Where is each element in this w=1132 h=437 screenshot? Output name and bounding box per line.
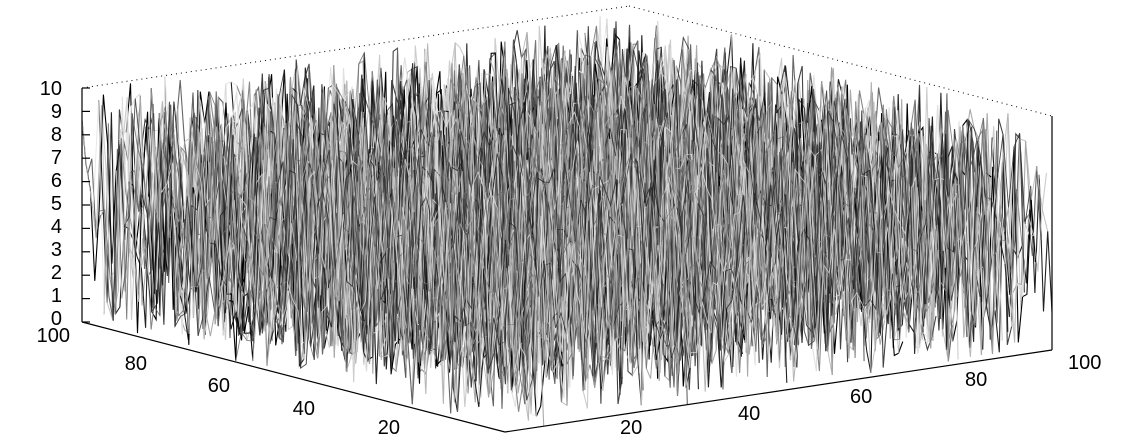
y-axis-line bbox=[81, 321, 506, 433]
mesh-line bbox=[491, 138, 1040, 418]
x-tick-label: 80 bbox=[965, 369, 987, 391]
z-axis: 0 1 2 3 4 5 6 7 8 9 10 bbox=[40, 78, 62, 330]
mesh-surface bbox=[81, 15, 1053, 426]
y-tick-label: 60 bbox=[208, 375, 230, 397]
mesh-line bbox=[500, 138, 1049, 421]
y-tick-label: 40 bbox=[293, 398, 315, 420]
axes-box bbox=[81, 5, 1053, 433]
z-tick-label: 0 bbox=[51, 308, 62, 330]
x-axis-line bbox=[504, 349, 1053, 433]
box-top-edge bbox=[81, 5, 630, 89]
z-tick-label: 2 bbox=[51, 262, 62, 284]
y-axis: 100 80 60 40 20 bbox=[37, 325, 400, 437]
z-tick-label: 9 bbox=[51, 101, 62, 123]
z-tick-label: 1 bbox=[51, 285, 62, 307]
x-tick-label: 40 bbox=[738, 403, 760, 425]
z-tick-label: 4 bbox=[51, 216, 62, 238]
mesh-line bbox=[449, 118, 997, 401]
y-tick-label: 80 bbox=[125, 353, 147, 375]
z-tick-label: 8 bbox=[51, 124, 62, 146]
x-tick-label: 60 bbox=[850, 386, 872, 408]
x-tick-label: 20 bbox=[620, 417, 642, 437]
mesh-line bbox=[295, 67, 844, 362]
z-tick-label: 10 bbox=[40, 78, 62, 100]
z-tick-label: 3 bbox=[51, 239, 62, 261]
z-tick-label: 7 bbox=[51, 147, 62, 169]
z-tick-label: 6 bbox=[51, 170, 62, 192]
x-tick-label: 100 bbox=[1068, 352, 1101, 374]
y-tick-label: 20 bbox=[378, 417, 400, 437]
y-tick-label: 100 bbox=[37, 325, 70, 347]
z-tick-label: 5 bbox=[51, 193, 62, 215]
x-axis: 20 40 60 80 100 bbox=[620, 352, 1101, 437]
